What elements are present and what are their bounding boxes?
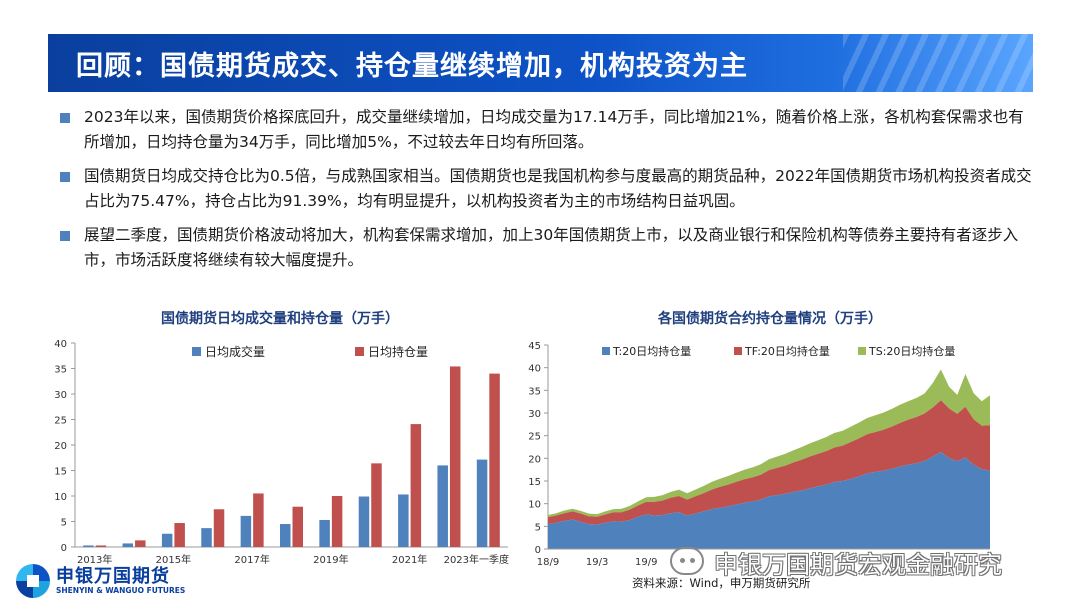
y-tick-label: 5 (61, 518, 67, 529)
contract-openinterest-chart: 各国债期货合约持仓量情况（万手） 0 5 10 15 20 25 30 35 40 45 18/9 1… (520, 305, 1020, 575)
title-bar-decoration (843, 34, 1033, 92)
y-tick-label: 40 (528, 364, 541, 375)
x-tick-label: 2021年 (392, 553, 427, 566)
legend-swatch (734, 347, 742, 355)
x-tick-label: 18/9 (537, 557, 559, 568)
bar-openinterest (410, 424, 422, 547)
y-tick-label: 10 (54, 492, 67, 503)
chart-title: 各国债期货合约持仓量情况（万手） (658, 311, 882, 327)
y-tick-label: 35 (528, 386, 541, 397)
y-tick-label: 35 (54, 365, 67, 376)
y-tick-label: 10 (528, 500, 541, 511)
bar-openinterest (213, 509, 225, 547)
y-tick-label: 45 (528, 341, 541, 352)
area-TS:20日均持仓量 (548, 369, 990, 518)
legend-label: TS:20日均持仓量 (868, 344, 955, 358)
bullet-text: 展望二季度，国债期货价格波动将加大，机构套保需求增加，加上30年国债期货上市，以… (84, 226, 1019, 269)
y-tick-label: 0 (535, 545, 541, 556)
bullet-square-icon (60, 231, 70, 241)
legend-label: TF:20日均持仓量 (744, 344, 830, 358)
bar-chart-svg: 0 5 10 15 20 25 30 35 40 2013年 2015年 2017年 2019年 2021… (54, 339, 509, 566)
bar-openinterest (174, 523, 185, 547)
bar-openinterest (292, 506, 303, 547)
source-note: 资料来源：Wind，申万期货研究所 (632, 576, 811, 590)
y-tick-label: 20 (54, 441, 67, 452)
legend-swatch (355, 347, 364, 356)
bullet-list: 2023年以来，国债期货价格探底回升，成交量继续增加，日均成交量为17.14万手… (58, 105, 1033, 282)
bullet-text: 2023年以来，国债期货价格探底回升，成交量继续增加，日均成交量为17.14万手… (84, 108, 1024, 151)
company-logo: 申银万国期货 SHENYIN & WANGUO FUTURES (16, 562, 186, 602)
x-tick-label: 2015年 (156, 553, 191, 566)
y-tick-label: 40 (54, 339, 67, 350)
y-tick-label: 0 (61, 543, 67, 554)
y-tick-label: 30 (54, 390, 67, 401)
bar-openinterest (95, 545, 107, 547)
logo-name-cn: 申银万国期货 (56, 566, 170, 587)
bar-openinterest (253, 493, 264, 547)
y-tick-label: 30 (528, 409, 541, 420)
bar-volume (398, 494, 409, 547)
bar-volume (437, 465, 448, 547)
x-tick-label: 2017年 (234, 553, 269, 566)
y-tick-label: 5 (535, 522, 541, 533)
area-chart-svg: 0 5 10 15 20 25 30 35 40 45 18/9 19/3 19/9 T:20日均持仓量 T… (528, 341, 990, 568)
y-tick-label: 25 (54, 416, 67, 427)
x-tick-label: 2023年一季度 (444, 553, 509, 566)
title-bar: 回顾：国债期货成交、持仓量继续增加，机构投资为主 (48, 34, 1033, 92)
y-tick-label: 25 (528, 432, 541, 443)
y-tick-label: 15 (54, 467, 67, 478)
legend-label: 日均成交量 (205, 344, 265, 359)
wechat-icon (670, 547, 704, 575)
bar-volume (201, 528, 212, 547)
bar-volume (161, 533, 173, 547)
bar-openinterest (449, 366, 461, 547)
watermark: 申银万国期货宏观金融研究 (670, 545, 1050, 579)
x-tick-label: 19/9 (635, 557, 657, 568)
volume-openinterest-chart: 国债期货日均成交量和持仓量（万手） 0 5 10 15 20 25 30 35 40 2013年 2… (40, 305, 520, 575)
watermark-text: 申银万国期货宏观金融研究 (714, 551, 1002, 579)
bar-volume (280, 524, 291, 547)
area-TF:20日均持仓量 (548, 400, 990, 525)
bar-volume (319, 519, 330, 547)
chart-title: 国债期货日均成交量和持仓量（万手） (161, 311, 399, 327)
bar-openinterest (371, 463, 382, 547)
x-tick-label: 19/3 (586, 557, 608, 568)
y-tick-label: 20 (528, 454, 541, 465)
x-tick-label: 2019年 (313, 553, 348, 566)
legend-label: T:20日均持仓量 (612, 344, 691, 358)
bar-volume (83, 545, 94, 547)
bar-volume (476, 459, 488, 547)
bar-openinterest (331, 496, 343, 547)
bar-volume (358, 496, 370, 547)
legend-swatch (192, 347, 201, 356)
x-tick-label: 2013年 (77, 553, 112, 566)
bullet-item: 2023年以来，国债期货价格探底回升，成交量继续增加，日均成交量为17.14万手… (58, 105, 1033, 155)
legend-swatch (858, 347, 866, 355)
logo-name-en: SHENYIN & WANGUO FUTURES (56, 586, 186, 595)
bullet-item: 国债期货日均成交持仓比为0.5倍，与成熟国家相当。国债期货也是我国机构参与度最高… (58, 164, 1033, 214)
bullet-square-icon (60, 113, 70, 123)
bar-openinterest (489, 373, 500, 547)
company-logo-icon (16, 564, 50, 598)
legend-label: 日均持仓量 (368, 344, 428, 359)
legend-swatch (602, 347, 610, 355)
slide-title: 回顾：国债期货成交、持仓量继续增加，机构投资为主 (76, 51, 748, 82)
area-T:20日均持仓量 (548, 452, 990, 549)
bar-volume (240, 515, 252, 547)
bar-volume (122, 543, 134, 547)
y-tick-label: 15 (528, 477, 541, 488)
bullet-text: 国债期货日均成交持仓比为0.5倍，与成熟国家相当。国债期货也是我国机构参与度最高… (84, 167, 1032, 210)
bullet-square-icon (60, 172, 70, 182)
bullet-item: 展望二季度，国债期货价格波动将加大，机构套保需求增加，加上30年国债期货上市，以… (58, 223, 1033, 273)
bar-openinterest (135, 540, 146, 547)
